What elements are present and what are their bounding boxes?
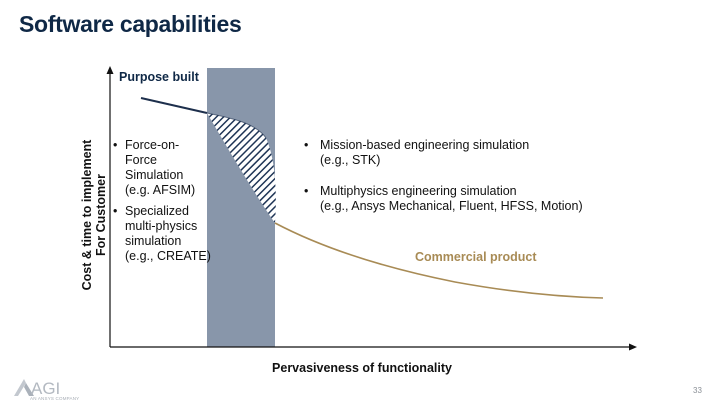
logo-text: AGI [31,379,60,398]
y-axis-arrow-icon [106,66,114,74]
bullet-line: (e.g., STK) [320,153,381,167]
bullet-line: (e.g. AFSIM) [125,183,196,197]
purpose-built-line-band [206,112,267,139]
bullet-line: (e.g., CREATE) [125,249,211,263]
bullet-line: Simulation [125,168,184,182]
bullet-line: simulation [125,234,182,248]
bullet-line: Force [125,153,157,167]
agi-logo: AGI [14,379,60,398]
bullet-line: Multiphysics engineering simulation [320,184,517,198]
commercial-product-curve [274,222,604,299]
y-axis-label-line1: Cost & time to implement [80,139,94,291]
agi-triangle-logo-icon [14,379,34,396]
logo-subtext: AN ANSYS COMPANY [30,396,80,401]
bullet-line: Specialized [125,204,189,218]
list-item: Specialized multi-physics simulation (e.… [113,204,213,264]
commercial-product-label: Commercial product [415,250,537,264]
bullet-line: Mission-based engineering simulation [320,138,530,152]
bullet-line: multi-physics [125,219,198,233]
list-item: Mission-based engineering simulation (e.… [304,138,634,168]
bullet-line: (e.g., Ansys Mechanical, Fluent, HFSS, M… [320,199,583,213]
x-axis-arrow-icon [629,343,637,351]
left-bullet-list: Force-on- Force Simulation (e.g. AFSIM) … [113,138,213,270]
page-number: 33 [693,386,702,395]
list-item: Multiphysics engineering simulation (e.g… [304,184,634,214]
bullet-line: Force-on- [125,138,180,152]
list-item: Force-on- Force Simulation (e.g. AFSIM) [113,138,213,198]
purpose-built-line [140,97,208,114]
slide-title: Software capabilities [19,11,242,37]
purpose-built-label: Purpose built [119,70,200,84]
transition-band [207,68,275,347]
cost-gap-hatch [207,113,276,223]
right-bullet-list: Mission-based engineering simulation (e.… [304,138,634,230]
x-axis-label: Pervasiveness of functionality [272,361,452,375]
y-axis-label-line2: For Customer [94,174,108,256]
